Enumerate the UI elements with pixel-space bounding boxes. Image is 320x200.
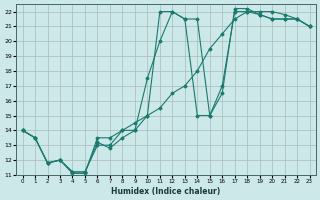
X-axis label: Humidex (Indice chaleur): Humidex (Indice chaleur)	[111, 187, 221, 196]
